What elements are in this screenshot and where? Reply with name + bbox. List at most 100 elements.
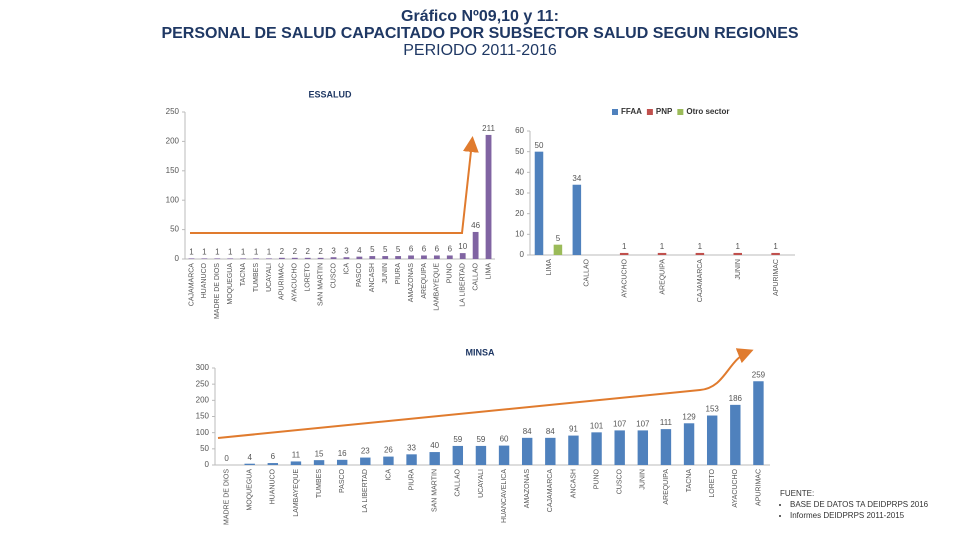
x-tick-label: TUMBES <box>316 469 323 499</box>
x-tick-label: CALLAO <box>584 258 591 286</box>
bar <box>568 435 579 465</box>
x-tick-label: PUNO <box>447 262 454 283</box>
bar <box>343 257 350 259</box>
bar <box>266 258 272 259</box>
value-label: 1 <box>254 248 259 257</box>
x-tick-label: TACNA <box>240 263 247 287</box>
value-label: 111 <box>660 418 673 427</box>
bar <box>360 457 371 465</box>
value-label: 6 <box>448 245 453 254</box>
value-label: 59 <box>476 435 485 444</box>
y-tick-label: 20 <box>515 209 524 218</box>
value-label: 6 <box>435 245 440 254</box>
legend-label: FFAA <box>621 107 642 116</box>
bar <box>290 461 302 465</box>
x-tick-label: AREQUIPA <box>421 263 428 299</box>
value-label: 2 <box>318 247 323 256</box>
source-item: BASE DE DATOS TA DEIDPRPS 2016 <box>790 499 928 510</box>
value-label: 91 <box>569 425 578 434</box>
value-label: 1 <box>215 248 220 257</box>
x-tick-label: AMAZONAS <box>408 263 415 303</box>
bar <box>657 252 667 255</box>
y-tick-label: 30 <box>515 188 524 197</box>
value-label: 16 <box>338 449 347 458</box>
legend-label: PNP <box>656 107 673 116</box>
x-tick-label: AREQUIPA <box>659 259 666 295</box>
bar <box>730 404 741 465</box>
x-tick-label: ANCASH <box>570 469 577 498</box>
x-tick-label: AYACUCHO <box>732 468 739 507</box>
value-label: 6 <box>422 245 427 254</box>
legend-swatch <box>612 109 618 115</box>
x-tick-label: LORETO <box>305 262 312 291</box>
source-item: Informes DEIDPRPS 2011-2015 <box>790 510 928 521</box>
y-tick-label: 50 <box>515 147 524 156</box>
x-tick-label: PASCO <box>356 262 363 287</box>
x-tick-label: CAJAMARCA <box>188 263 195 307</box>
y-tick-label: 100 <box>196 428 210 437</box>
title: Gráfico Nº09,10 y 11: <box>401 8 559 25</box>
chart-title: MINSA <box>466 347 496 357</box>
value-label: 4 <box>357 246 362 255</box>
y-tick-label: 100 <box>166 195 180 204</box>
x-tick-label: MOQUEGUA <box>227 263 234 305</box>
x-tick-label: AYACUCHO <box>621 258 628 297</box>
bar <box>446 255 453 259</box>
x-tick-label: PUNO <box>593 468 600 489</box>
y-tick-label: 50 <box>170 225 179 234</box>
y-tick-label: 60 <box>515 126 524 135</box>
value-label: 0 <box>224 454 229 463</box>
x-tick-label: LAMBAYEQUE <box>293 469 300 517</box>
x-tick-label: CUSCO <box>330 262 337 288</box>
value-label: 6 <box>409 245 414 254</box>
x-tick-label: JUNIN <box>735 259 742 280</box>
value-label: 40 <box>430 441 439 450</box>
bar <box>253 258 259 259</box>
bar <box>291 257 298 259</box>
legend-label: Otro sector <box>686 107 729 116</box>
value-label: 153 <box>706 405 720 414</box>
trend-arrow <box>217 348 754 439</box>
value-label: 60 <box>500 435 509 444</box>
x-tick-label: HUANUCO <box>270 468 277 504</box>
value-label: 107 <box>636 420 650 429</box>
x-tick-label: CAJAMARCA <box>697 259 704 303</box>
y-tick-label: 250 <box>196 379 210 388</box>
x-tick-label: JUNIN <box>382 263 389 284</box>
y-tick-label: 200 <box>196 395 210 404</box>
x-tick-label: SAN MARTIN <box>317 263 324 306</box>
bar <box>421 255 427 259</box>
x-tick-label: APURIMAC <box>279 263 286 300</box>
bar <box>733 252 742 255</box>
x-tick-label: PIURA <box>408 469 415 491</box>
x-tick-label: AMAZONAS <box>524 469 531 509</box>
bar <box>395 256 402 259</box>
period: PERIODO 2011-2016 <box>403 42 557 59</box>
x-tick-label: APURIMAC <box>773 259 780 296</box>
header: Gráfico Nº09,10 y 11: PERSONAL DE SALUD … <box>160 8 800 59</box>
x-tick-label: TACNA <box>686 469 693 493</box>
bar <box>459 253 466 259</box>
value-label: 1 <box>660 242 665 251</box>
value-label: 211 <box>482 124 495 133</box>
x-tick-label: HUANCAVELICA <box>501 469 508 523</box>
value-label: 3 <box>331 246 336 255</box>
y-tick-label: 300 <box>196 363 210 372</box>
bar <box>545 437 556 465</box>
bar <box>695 252 705 255</box>
bar <box>408 255 414 259</box>
value-label: 1 <box>202 248 207 257</box>
y-tick-label: 150 <box>196 412 210 421</box>
x-tick-label: LORETO <box>709 468 716 497</box>
bar <box>267 463 279 465</box>
bar <box>382 256 389 259</box>
subtitle: PERSONAL DE SALUD CAPACITADO POR SUBSECT… <box>161 25 799 42</box>
bar <box>356 256 363 259</box>
bar <box>304 257 311 259</box>
value-label: 107 <box>613 420 627 429</box>
value-label: 46 <box>471 221 480 230</box>
x-tick-label: PASCO <box>339 468 346 493</box>
x-tick-label: SAN MARTIN <box>432 469 439 512</box>
